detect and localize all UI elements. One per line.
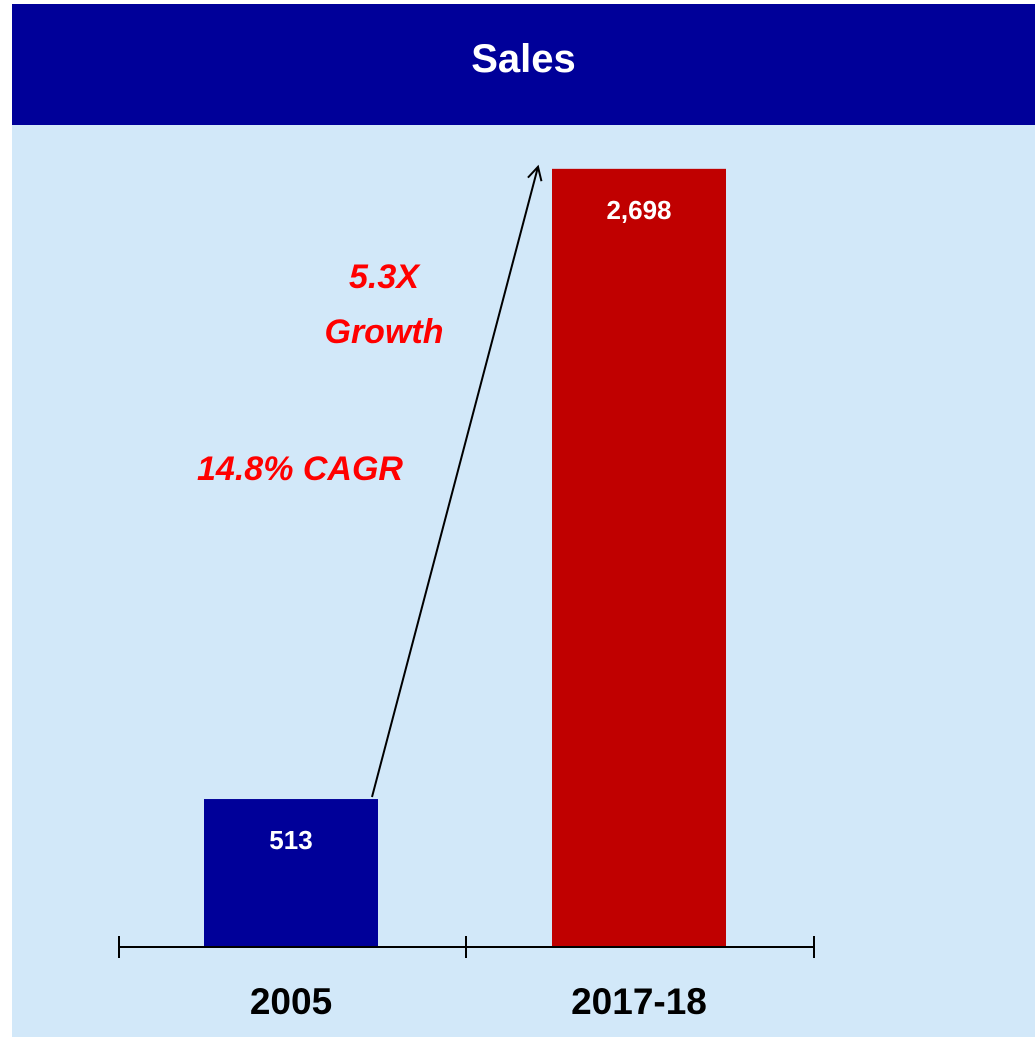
chart-svg: 513 2,698 2005 2017-18 5.3X Growth 14.8% C… <box>118 164 815 1022</box>
cagr-label: 14.8% CAGR <box>197 450 403 488</box>
chart-header: Sales <box>12 4 1035 125</box>
bar-2005 <box>204 799 378 947</box>
bar-value-label: 513 <box>269 825 312 855</box>
bars-layer: 513 2,698 <box>204 168 726 948</box>
chart-frame: Sales 513 2,698 2005 2017-18 5.3X Growth 1… <box>12 4 1035 1037</box>
plot-area: 513 2,698 2005 2017-18 5.3X Growth 14.8% C… <box>12 125 1035 1037</box>
growth-word-label: Growth <box>325 313 444 351</box>
growth-multiple-label: 5.3X <box>349 258 421 296</box>
x-tick-label: 2005 <box>250 981 332 1022</box>
chart-title: Sales <box>471 37 576 81</box>
growth-arrow <box>371 164 543 798</box>
bar-value-label: 2,698 <box>606 195 671 225</box>
annotations: 5.3X Growth 14.8% CAGR <box>197 164 543 798</box>
x-axis: 2005 2017-18 <box>118 936 815 1022</box>
bar-2017-18 <box>552 168 726 948</box>
x-tick-label: 2017-18 <box>571 981 707 1022</box>
